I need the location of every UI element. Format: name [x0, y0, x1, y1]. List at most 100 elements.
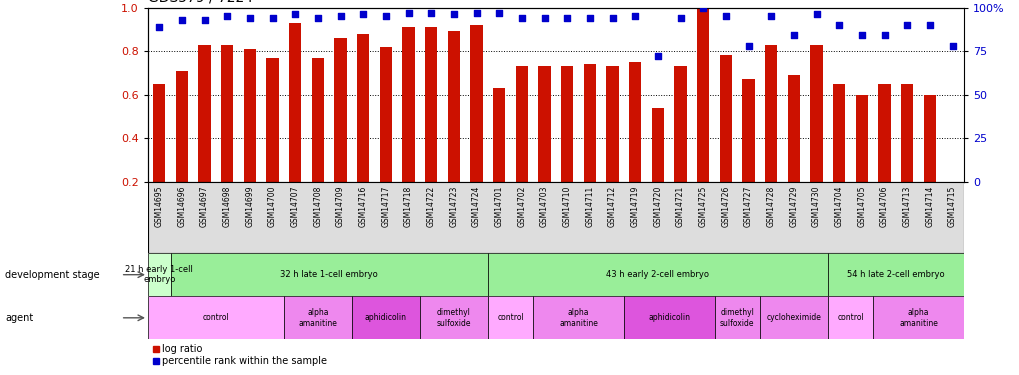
Bar: [742, 80, 754, 182]
Text: alpha
amanitine: alpha amanitine: [898, 308, 937, 327]
Text: GSM14711: GSM14711: [585, 186, 594, 226]
Point: [558, 15, 575, 21]
Text: GSM14719: GSM14719: [630, 186, 639, 227]
Bar: [334, 38, 346, 182]
Point: [694, 4, 710, 10]
Text: GSM14723: GSM14723: [449, 186, 458, 227]
Text: GSM14705: GSM14705: [857, 186, 865, 227]
Point: [264, 15, 280, 21]
Bar: [787, 75, 799, 182]
Point: [898, 22, 914, 28]
Text: GSM14710: GSM14710: [562, 186, 572, 227]
Bar: [153, 84, 165, 182]
Bar: [221, 45, 233, 182]
Text: alpha
amanitine: alpha amanitine: [299, 308, 337, 327]
Text: 21 h early 1-cell
embryo: 21 h early 1-cell embryo: [125, 265, 193, 284]
Bar: [198, 45, 211, 182]
Bar: [833, 84, 845, 182]
Point: [536, 15, 552, 21]
Text: GSM14720: GSM14720: [653, 186, 661, 227]
Text: agent: agent: [5, 313, 34, 323]
Text: GSM14728: GSM14728: [766, 186, 775, 226]
Text: GSM14699: GSM14699: [246, 186, 254, 227]
Text: GSM14715: GSM14715: [947, 186, 956, 227]
Bar: [148, 296, 283, 339]
Bar: [283, 296, 352, 339]
Bar: [401, 27, 415, 182]
Bar: [759, 296, 827, 339]
Bar: [175, 71, 187, 182]
Text: GSM14727: GSM14727: [743, 186, 752, 227]
Text: GSM14730: GSM14730: [811, 186, 820, 227]
Text: control: control: [837, 314, 863, 322]
Legend: log ratio, percentile rank within the sample: log ratio, percentile rank within the sa…: [153, 345, 327, 366]
Bar: [696, 8, 709, 182]
Bar: [312, 58, 324, 182]
Bar: [923, 95, 935, 182]
Text: control: control: [496, 314, 524, 322]
Point: [921, 22, 937, 28]
Bar: [487, 253, 827, 296]
Bar: [357, 34, 369, 182]
Text: GSM14706: GSM14706: [879, 186, 889, 227]
Text: GSM14701: GSM14701: [494, 186, 503, 227]
Bar: [764, 45, 776, 182]
Bar: [538, 66, 550, 182]
Text: GSM14725: GSM14725: [698, 186, 707, 227]
Point: [400, 10, 417, 16]
Bar: [487, 296, 533, 339]
Text: control: control: [203, 314, 229, 322]
Bar: [629, 62, 641, 182]
Bar: [266, 58, 278, 182]
Bar: [719, 56, 732, 182]
Bar: [447, 32, 460, 182]
Text: GSM14721: GSM14721: [676, 186, 685, 226]
Point: [853, 32, 869, 38]
Text: GDS579 / 7224: GDS579 / 7224: [148, 0, 253, 5]
Text: 32 h late 1-cell embryo: 32 h late 1-cell embryo: [280, 270, 378, 279]
Bar: [170, 253, 487, 296]
Text: GSM14722: GSM14722: [426, 186, 435, 226]
Text: dimethyl
sulfoxide: dimethyl sulfoxide: [436, 308, 471, 327]
Point: [785, 32, 801, 38]
Text: GSM14704: GSM14704: [834, 186, 843, 227]
Bar: [714, 296, 759, 339]
Point: [286, 12, 303, 18]
Point: [490, 10, 506, 16]
Bar: [516, 66, 528, 182]
Point: [423, 10, 439, 16]
Bar: [420, 296, 487, 339]
Text: GSM14707: GSM14707: [290, 186, 300, 227]
Bar: [583, 64, 595, 182]
Point: [672, 15, 688, 21]
Text: aphidicolin: aphidicolin: [648, 314, 690, 322]
Text: GSM14713: GSM14713: [902, 186, 911, 227]
Bar: [605, 66, 619, 182]
Point: [944, 43, 960, 49]
Text: GSM14708: GSM14708: [313, 186, 322, 227]
Bar: [651, 108, 663, 182]
Point: [242, 15, 258, 21]
Bar: [827, 253, 963, 296]
Text: GSM14717: GSM14717: [381, 186, 390, 227]
Bar: [244, 49, 256, 182]
Bar: [533, 296, 624, 339]
Point: [627, 13, 643, 19]
Text: 43 h early 2-cell embryo: 43 h early 2-cell embryo: [606, 270, 708, 279]
Bar: [379, 47, 391, 182]
Text: GSM14718: GSM14718: [404, 186, 413, 226]
Text: alpha
amanitine: alpha amanitine: [558, 308, 597, 327]
Text: GSM14726: GSM14726: [720, 186, 730, 227]
Bar: [148, 253, 170, 296]
Point: [468, 10, 484, 16]
Point: [604, 15, 621, 21]
Point: [875, 32, 892, 38]
Text: aphidicolin: aphidicolin: [365, 314, 407, 322]
Bar: [674, 66, 686, 182]
Bar: [492, 88, 505, 182]
Text: GSM14709: GSM14709: [335, 186, 344, 227]
Point: [355, 12, 371, 18]
Bar: [877, 84, 890, 182]
Text: GSM14729: GSM14729: [789, 186, 798, 227]
Point: [332, 13, 348, 19]
